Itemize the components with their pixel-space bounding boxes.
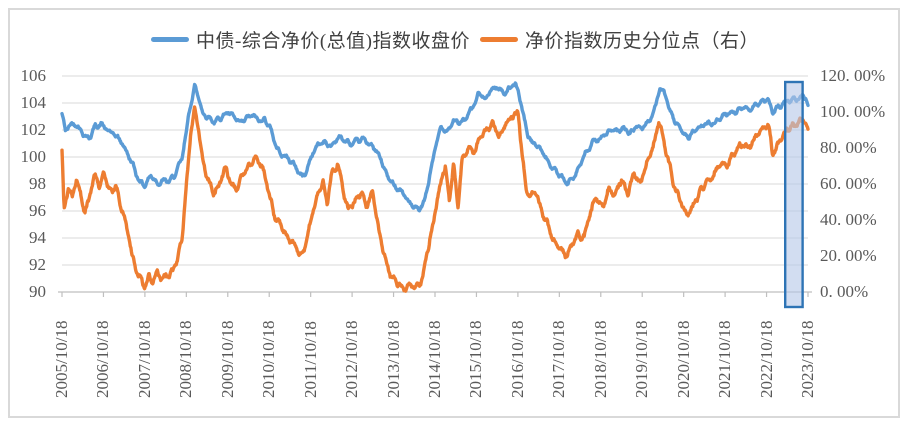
left-axis-tick-label: 94 bbox=[29, 228, 46, 247]
left-axis-tick-label: 100 bbox=[20, 147, 47, 166]
x-axis-tick-label: 2011/10/18 bbox=[300, 321, 320, 398]
x-axis-tick-label: 2010/10/18 bbox=[259, 320, 279, 398]
x-axis-tick-label: 2023/10/18 bbox=[798, 320, 817, 398]
legend-line-swatch-orange bbox=[479, 36, 518, 42]
x-axis-tick-label: 2009/10/18 bbox=[217, 320, 237, 398]
legend-label: 净价指数历史分位点（右） bbox=[524, 30, 759, 52]
left-axis-tick-label: 102 bbox=[20, 120, 47, 139]
x-axis-tick-label: 2021/10/18 bbox=[715, 320, 735, 398]
x-axis-tick-label: 2018/10/18 bbox=[590, 320, 610, 398]
series-line-0 bbox=[60, 81, 810, 213]
x-axis-tick-label: 2013/10/18 bbox=[383, 320, 403, 398]
x-axis-tick-label: 2019/10/18 bbox=[632, 320, 652, 398]
x-axis-tick-label: 2022/10/18 bbox=[756, 320, 776, 398]
right-axis-tick-label: 60. 00% bbox=[820, 174, 877, 193]
x-axis-tick-label: 2020/10/18 bbox=[673, 320, 693, 398]
right-axis-tick-label: 20. 00% bbox=[820, 246, 877, 265]
x-axis-tick-label: 2006/10/18 bbox=[93, 320, 113, 398]
left-axis-tick-label: 106 bbox=[20, 66, 47, 85]
right-axis-tick-label: 100. 00% bbox=[820, 102, 886, 121]
right-axis-tick-label: 0. 00% bbox=[820, 282, 869, 301]
right-axis-tick-label: 120. 00% bbox=[820, 66, 886, 85]
x-axis-tick-label: 2008/10/18 bbox=[176, 320, 196, 398]
x-axis-tick-label: 2015/10/18 bbox=[466, 320, 486, 398]
highlight-band bbox=[784, 80, 804, 309]
left-axis-tick-label: 98 bbox=[29, 174, 46, 193]
x-axis-tick-label: 2014/10/18 bbox=[425, 320, 444, 398]
left-axis-tick-label: 104 bbox=[20, 93, 47, 112]
right-axis-tick-label: 40. 00% bbox=[820, 210, 877, 229]
x-axis-tick-label: 2005/10/18 bbox=[52, 320, 71, 398]
legend: 中债-综合净价(总值)指数收盘价 净价指数历史分位点（右） bbox=[0, 26, 910, 52]
x-axis-tick-label: 2016/10/18 bbox=[507, 320, 527, 398]
left-axis-tick-label: 92 bbox=[29, 255, 46, 274]
x-axis-tick-label: 2017/10/18 bbox=[549, 320, 569, 398]
x-axis-tick-label: 2007/10/18 bbox=[134, 320, 154, 398]
left-axis-tick-label: 90 bbox=[29, 282, 46, 301]
right-axis-tick-label: 80. 00% bbox=[820, 138, 877, 157]
legend-label: 中债-综合净价(总值)指数收盘价 bbox=[196, 30, 470, 52]
series-line-1 bbox=[60, 105, 810, 293]
legend-line-swatch-blue bbox=[151, 36, 189, 42]
x-axis-tick-label: 2012/10/18 bbox=[342, 320, 362, 398]
legend-item-percentile: 净价指数历史分位点（右） bbox=[479, 26, 759, 53]
left-axis-tick-label: 96 bbox=[29, 201, 46, 220]
legend-item-close-price: 中债-综合净价(总值)指数收盘价 bbox=[151, 26, 470, 53]
